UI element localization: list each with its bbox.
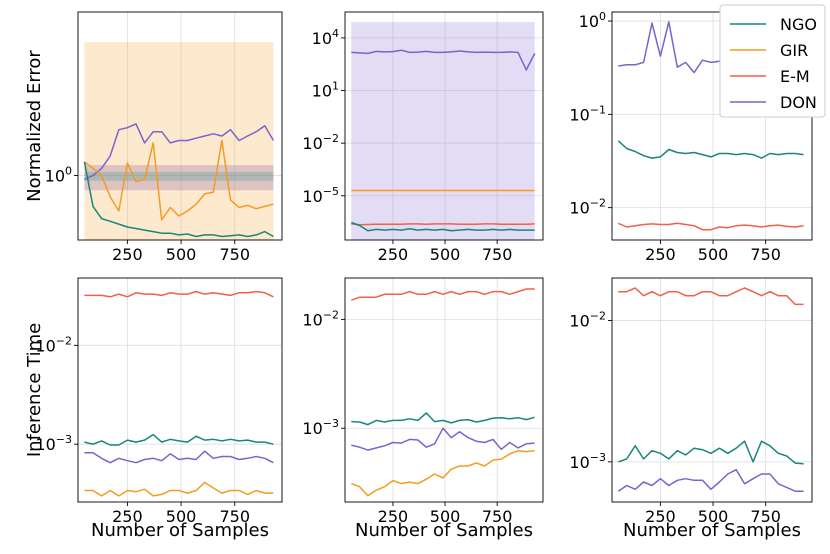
y-tick-label: 10−1 <box>569 103 606 124</box>
series-line-don <box>84 123 275 180</box>
x-tick-label: 750 <box>482 507 513 526</box>
series-line-gir <box>84 481 274 497</box>
y-tick-label: 10−2 <box>569 310 606 331</box>
x-tick-label: 250 <box>112 245 143 264</box>
series-line-ngo <box>84 433 274 446</box>
x-tick-label: 750 <box>219 245 250 264</box>
x-tick-label: 500 <box>430 245 461 264</box>
axes-frame <box>611 11 813 241</box>
x-tick-label: 250 <box>112 507 143 526</box>
legend-label-don: DON <box>780 93 817 112</box>
axes-frame <box>344 277 544 503</box>
legend-label-em: E-M <box>780 67 810 86</box>
x-tick-label: 500 <box>166 507 197 526</box>
x-tick-label: 250 <box>378 507 409 526</box>
y-tick-label: 101 <box>312 80 339 101</box>
x-tick-label: 500 <box>698 245 729 264</box>
x-tick-label: 750 <box>750 507 781 526</box>
y-tick-label: 10−3 <box>35 433 72 454</box>
series-line-ngo <box>83 161 274 238</box>
band-don <box>84 165 274 191</box>
x-tick-label: 250 <box>378 245 409 264</box>
x-tick-label: 750 <box>219 507 250 526</box>
panel-bottom-middle: 250 500 750 10−2 10−3 Number of Samples <box>302 277 544 541</box>
x-tick-label: 500 <box>698 507 729 526</box>
series-line-e-m <box>618 287 804 306</box>
series-line-gir <box>351 450 535 497</box>
x-tick-label: 750 <box>750 245 781 264</box>
y-axis-label: Normalized Error <box>24 50 45 202</box>
legend-label-ngo: NGO <box>780 15 817 34</box>
y-tick-label: 10−3 <box>302 417 339 438</box>
y-tick-label: 10−2 <box>302 132 339 153</box>
series-line-gir <box>83 139 274 221</box>
y-tick-label: 10−2 <box>35 334 72 355</box>
legend: NGO GIR E-M DON <box>719 4 826 118</box>
series-line-don <box>617 468 804 492</box>
axes-frame <box>77 277 283 503</box>
y-tick-label: 10−5 <box>302 185 339 206</box>
series-line-ngo <box>351 221 535 232</box>
x-tick-label: 500 <box>430 507 461 526</box>
panel-top-middle: 250 500 750 104 101 10−2 10−5 <box>302 11 544 264</box>
panel-bottom-right: 250 500 750 10−2 10−3 Number of Samples <box>569 277 813 541</box>
series-line-don <box>351 427 535 451</box>
axes-frame <box>77 11 283 241</box>
x-tick-label: 250 <box>645 245 676 264</box>
series-line-ngo <box>617 140 804 159</box>
y-axis-label: Inference Time <box>24 323 45 457</box>
x-tick-label: 500 <box>166 245 197 264</box>
series-line-ngo <box>618 440 804 465</box>
legend-label-gir: GIR <box>780 41 808 60</box>
panel-top-right: 250 500 750 100 10−1 10−2 <box>569 10 813 264</box>
y-tick-label: 10−2 <box>569 197 606 218</box>
band-don <box>351 22 535 240</box>
series-line-e-m <box>84 290 274 298</box>
axes-frame <box>344 11 544 241</box>
y-tick-label: 10−3 <box>569 451 606 472</box>
x-axis-label: Number of Samples <box>91 520 269 541</box>
series-line-e-m <box>351 288 535 301</box>
series-line-e-m <box>351 223 535 226</box>
band-ngo <box>84 171 274 181</box>
y-tick-label: 100 <box>579 10 606 31</box>
x-tick-label: 250 <box>645 507 676 526</box>
series-line-e-m <box>617 222 804 231</box>
series-line-don <box>84 450 274 464</box>
y-tick-label: 100 <box>45 164 72 185</box>
series-line-ngo <box>351 412 535 426</box>
y-tick-label: 10−2 <box>302 308 339 329</box>
x-axis-label: Number of Samples <box>623 520 801 541</box>
axes-frame <box>611 277 813 503</box>
series-line-don <box>351 49 536 71</box>
legend-frame <box>719 4 826 118</box>
x-axis-label: Number of Samples <box>355 520 533 541</box>
x-tick-label: 750 <box>482 245 513 264</box>
y-tick-label: 104 <box>312 27 339 48</box>
